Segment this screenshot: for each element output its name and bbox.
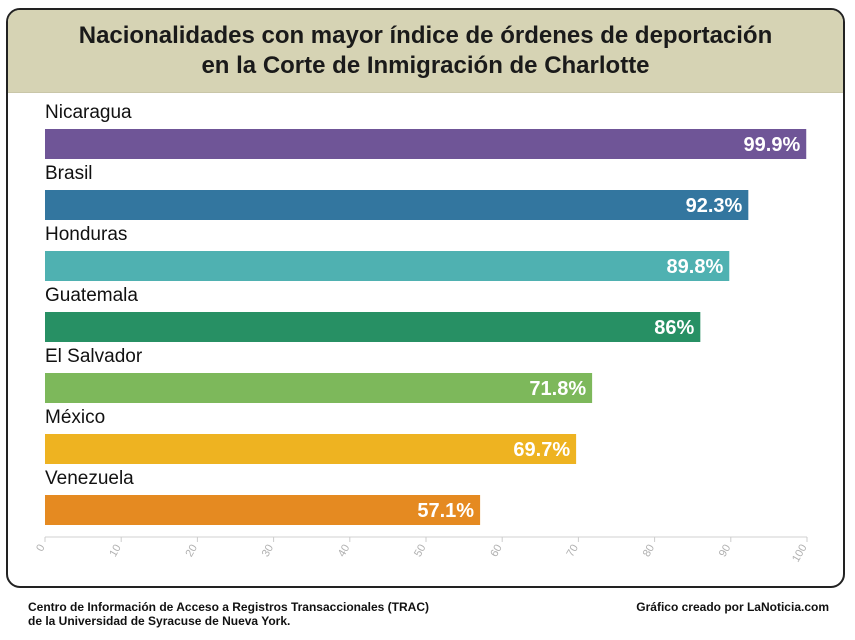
- value-label-guatemala: 86%: [654, 317, 694, 339]
- bar-venezuela: [45, 495, 481, 525]
- x-tick-label-70: 70: [564, 543, 581, 560]
- bar-chart: Nicaragua 99.9% Brasil 92.3% Honduras 89.8% Gu…: [34, 102, 810, 565]
- bar-honduras: [45, 251, 730, 281]
- bar-el-salvador: [45, 373, 593, 403]
- x-tick-label-100: 100: [790, 543, 810, 565]
- category-label-honduras: Honduras: [45, 224, 127, 245]
- x-tick-label-10: 10: [107, 543, 124, 560]
- category-label-el-salvador: El Salvador: [45, 346, 143, 367]
- x-tick-label-50: 50: [412, 543, 429, 560]
- value-label-brasil: 92.3%: [686, 195, 743, 217]
- source-line-2: de la Universidad de Syracuse de Nueva Y…: [28, 614, 291, 628]
- x-tick-label-40: 40: [336, 543, 353, 560]
- value-label-honduras: 89.8%: [667, 256, 724, 278]
- x-tick-label-30: 30: [260, 543, 277, 560]
- category-label-m-xico: México: [45, 407, 105, 428]
- category-label-nicaragua: Nicaragua: [45, 102, 132, 123]
- x-tick-label-20: 20: [183, 543, 200, 560]
- value-label-nicaragua: 99.9%: [744, 134, 801, 156]
- bar-guatemala: [45, 312, 701, 342]
- credit-note: Gráfico creado por LaNoticia.com: [636, 600, 829, 614]
- bar-nicaragua: [45, 129, 807, 159]
- bar-brasil: [45, 190, 749, 220]
- value-label-m-xico: 69.7%: [513, 439, 570, 461]
- value-label-venezuela: 57.1%: [417, 500, 474, 522]
- x-tick-label-0: 0: [34, 543, 47, 554]
- x-tick-label-90: 90: [717, 543, 734, 560]
- chart-title-line-2: en la Corte de Inmigración de Charlotte: [201, 52, 650, 79]
- x-tick-label-80: 80: [641, 543, 658, 560]
- x-tick-label-60: 60: [488, 543, 505, 560]
- chart-title-line-1: Nacionalidades con mayor índice de órden…: [78, 22, 773, 49]
- category-label-venezuela: Venezuela: [45, 468, 134, 489]
- category-label-brasil: Brasil: [45, 163, 93, 184]
- chart-card: Nacionalidades con mayor índice de órden…: [6, 8, 845, 588]
- bar-m-xico: [45, 434, 577, 464]
- chart-header: Nacionalidades con mayor índice de órden…: [8, 10, 843, 93]
- source-line-1: Centro de Información de Acceso a Regist…: [28, 600, 429, 614]
- value-label-el-salvador: 71.8%: [529, 378, 586, 400]
- source-note: Centro de Información de Acceso a Regist…: [28, 600, 429, 628]
- category-label-guatemala: Guatemala: [45, 285, 138, 306]
